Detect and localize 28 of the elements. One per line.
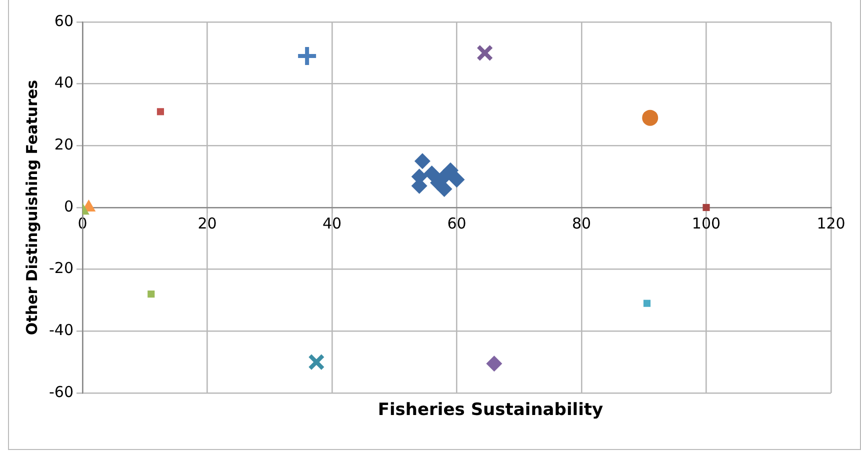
point (643, 300, 651, 307)
point (436, 180, 452, 197)
y-tick-label: -20 (49, 259, 74, 278)
point (308, 354, 325, 370)
y-tick-label: 60 (54, 12, 74, 30)
x-axis-title: Fisheries Sustainability (376, 400, 604, 420)
point (476, 44, 494, 62)
point (436, 168, 452, 185)
point (424, 165, 440, 182)
x-tick-label: 20 (198, 214, 217, 232)
point (486, 356, 502, 372)
y-tick-label: 20 (54, 136, 74, 154)
x-tick-label: 80 (572, 214, 592, 232)
x-tick-label: 40 (322, 214, 342, 232)
y-tick-label: 40 (54, 74, 74, 92)
y-tick-label: -60 (49, 382, 74, 401)
y-tick-label: 0 (64, 197, 74, 216)
point (702, 204, 710, 212)
y-tick-label: -40 (49, 321, 74, 340)
point (448, 172, 465, 188)
point (642, 110, 658, 126)
point (156, 108, 164, 116)
x-tick-label: 60 (447, 214, 466, 232)
x-tick-label: 120 (816, 214, 846, 232)
y-axis-title: Other Distinguishing Features (22, 80, 41, 336)
point (148, 290, 155, 298)
x-tick-label: 100 (692, 214, 721, 232)
point (414, 153, 430, 170)
